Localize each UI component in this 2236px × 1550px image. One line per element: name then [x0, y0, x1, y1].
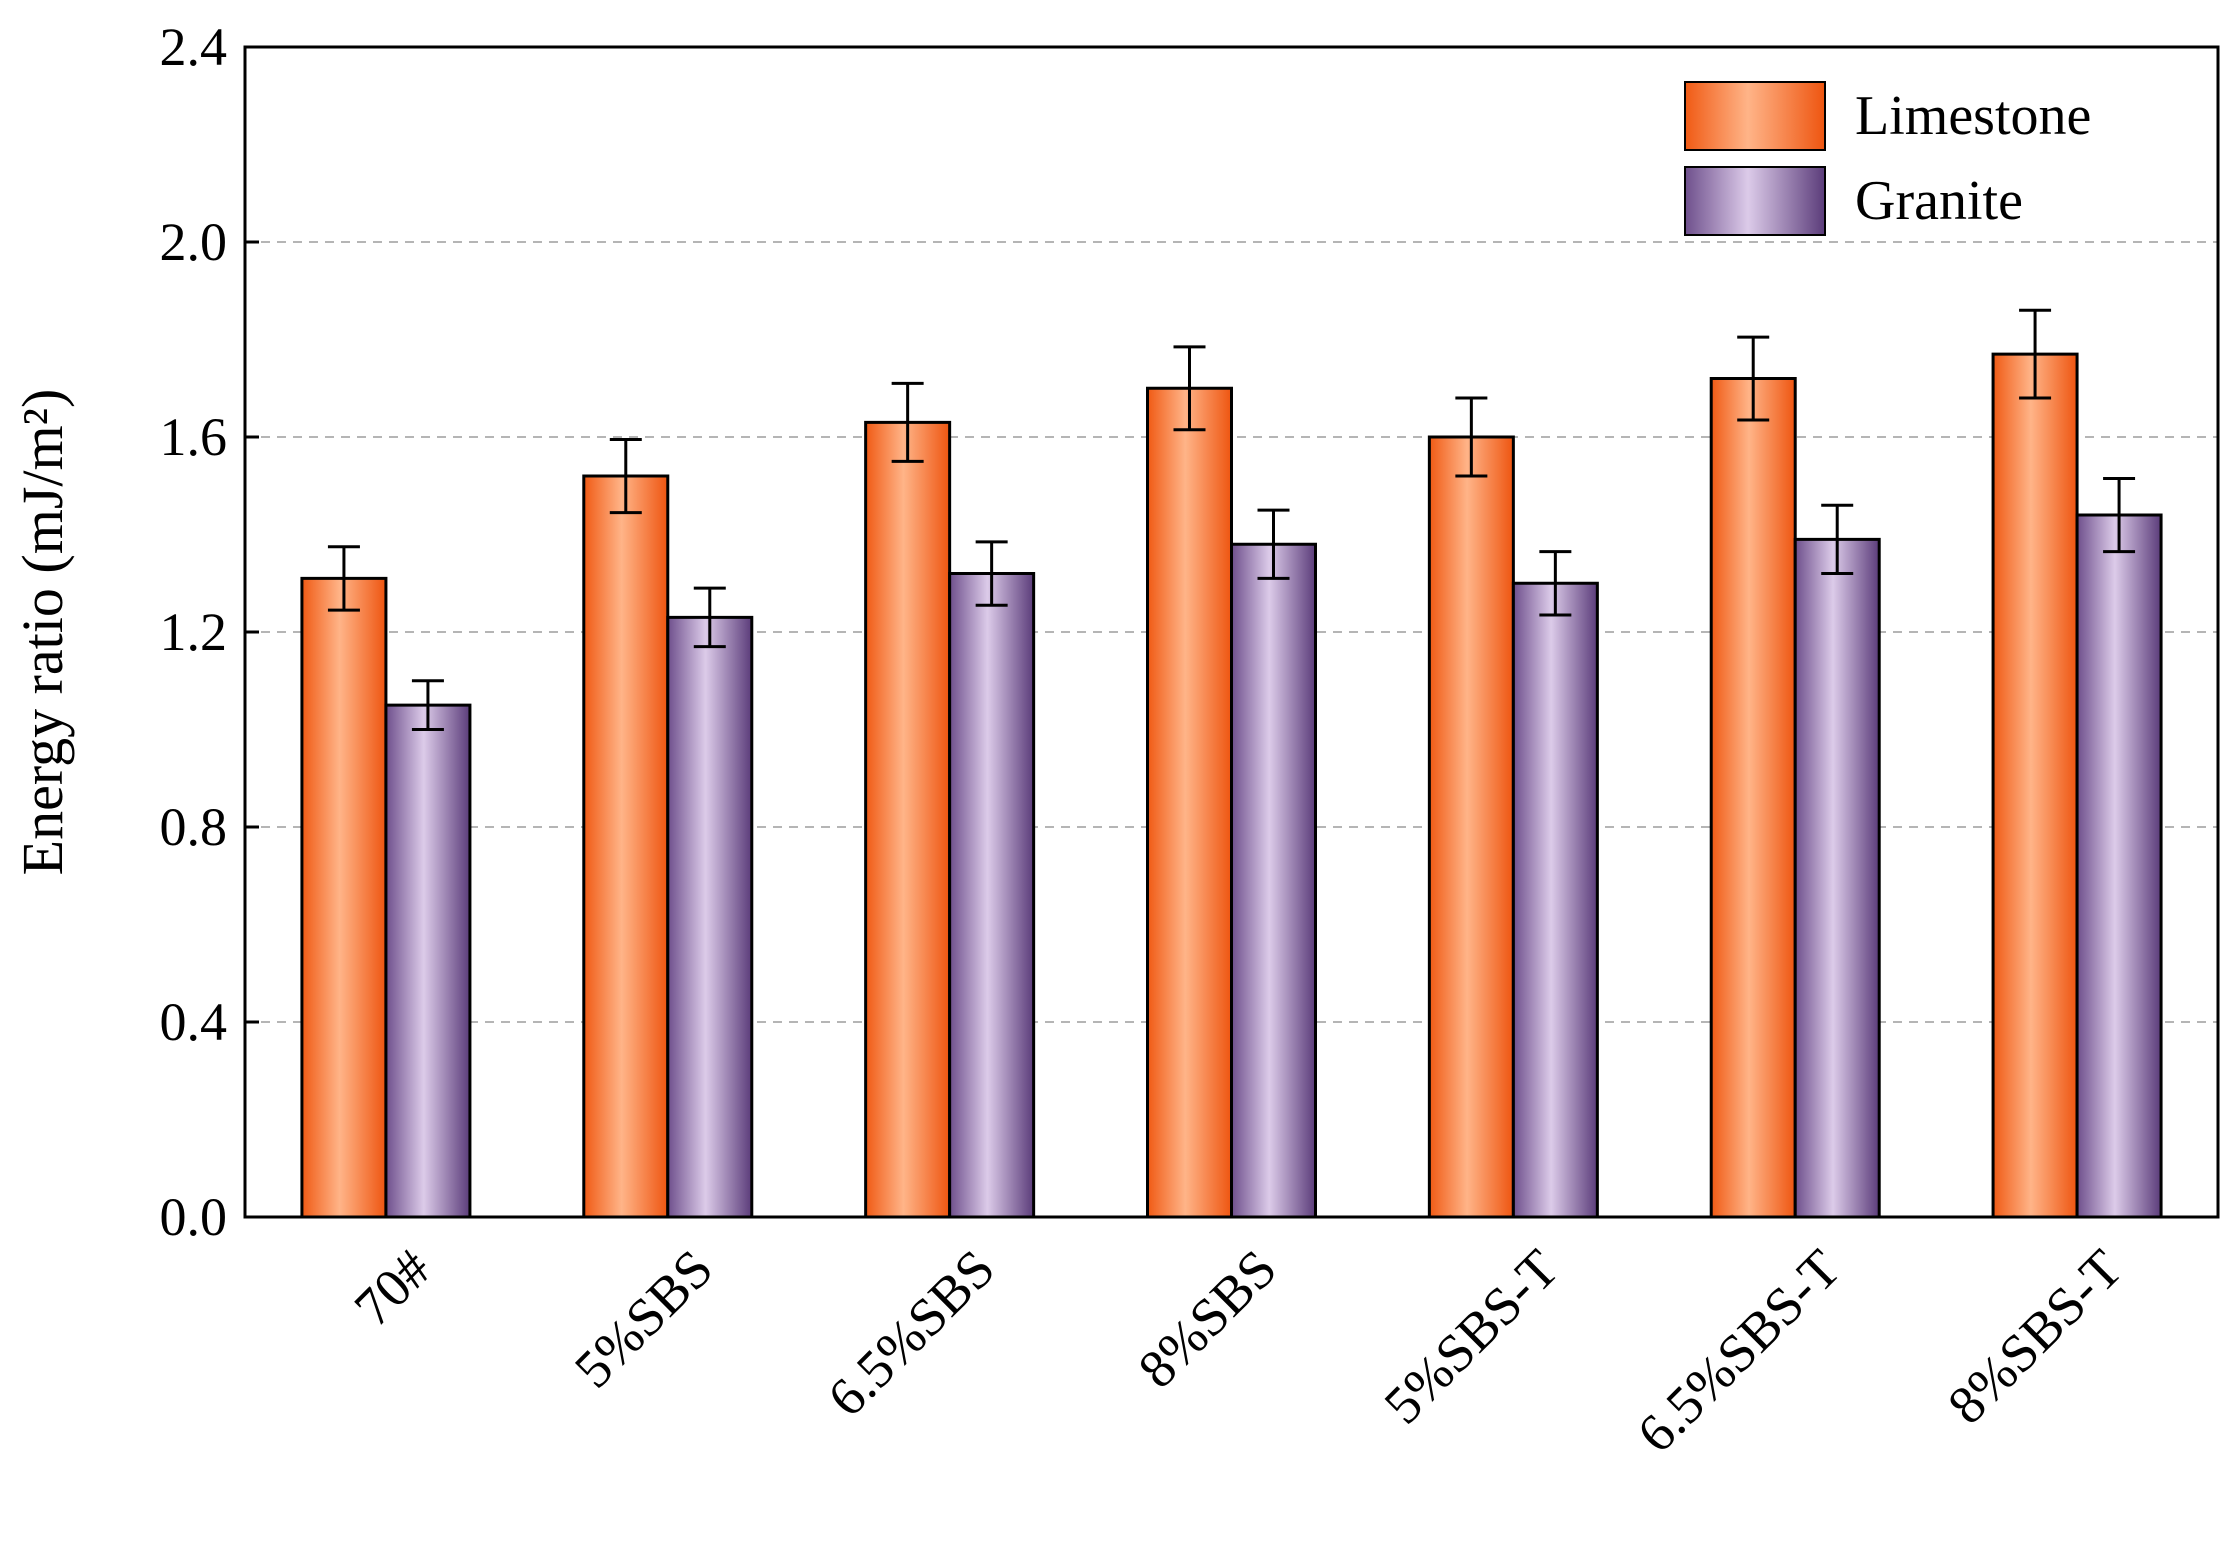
legend-label-granite: Granite	[1855, 170, 2023, 232]
y-axis-title: Energy ratio (mJ/m²)	[10, 389, 75, 876]
x-tick-label: 70#	[343, 1238, 443, 1338]
y-axis-ticks: 0.0 0.4 0.8 1.2 1.6 2.0 2.4	[160, 17, 259, 1247]
y-tick-label: 0.8	[160, 797, 228, 857]
legend-label-limestone: Limestone	[1855, 85, 2091, 147]
bar-limestone	[300, 576, 388, 1219]
bar-limestone	[1427, 435, 1515, 1219]
legend-swatch-granite	[1684, 166, 1826, 236]
x-tick-label: 5%SBS-T	[1373, 1238, 1570, 1435]
bars	[300, 352, 2163, 1219]
legend-swatch-limestone	[1684, 81, 1826, 151]
y-tick-label: 0.0	[160, 1187, 228, 1247]
x-tick-label: 5%SBS	[563, 1238, 724, 1399]
bar-granite	[2075, 513, 2163, 1219]
legend: Limestone Granite	[1684, 81, 2091, 236]
error-bars	[327, 308, 2136, 731]
bar-granite	[1511, 581, 1599, 1219]
bar-limestone	[864, 420, 952, 1219]
y-tick-label: 2.0	[160, 212, 228, 272]
y-tick-label: 1.6	[160, 407, 228, 467]
bar-granite	[1230, 542, 1317, 1219]
bar-limestone	[1709, 377, 1797, 1219]
y-tick-label: 0.4	[160, 992, 228, 1052]
bar-limestone	[1991, 352, 2079, 1219]
x-axis-ticks: 70# 5%SBS 6.5%SBS 8%SBS 5%SBS-T 6.5%SBS-T 8%SB…	[343, 1238, 2134, 1464]
y-tick-label: 2.4	[160, 17, 228, 77]
bar-granite	[666, 615, 754, 1219]
x-tick-label: 8%SBS	[1127, 1238, 1288, 1399]
gridlines	[245, 241, 2218, 1023]
bar-limestone	[1146, 386, 1233, 1219]
bar-granite	[1793, 537, 1881, 1219]
bar-granite	[384, 703, 472, 1219]
bar-limestone	[582, 474, 670, 1219]
x-tick-label: 6.5%SBS-T	[1626, 1238, 1852, 1464]
x-tick-label: 6.5%SBS	[816, 1238, 1006, 1428]
x-tick-label: 8%SBS-T	[1936, 1238, 2133, 1435]
y-tick-label: 1.2	[160, 602, 228, 662]
bar-granite	[948, 572, 1036, 1219]
